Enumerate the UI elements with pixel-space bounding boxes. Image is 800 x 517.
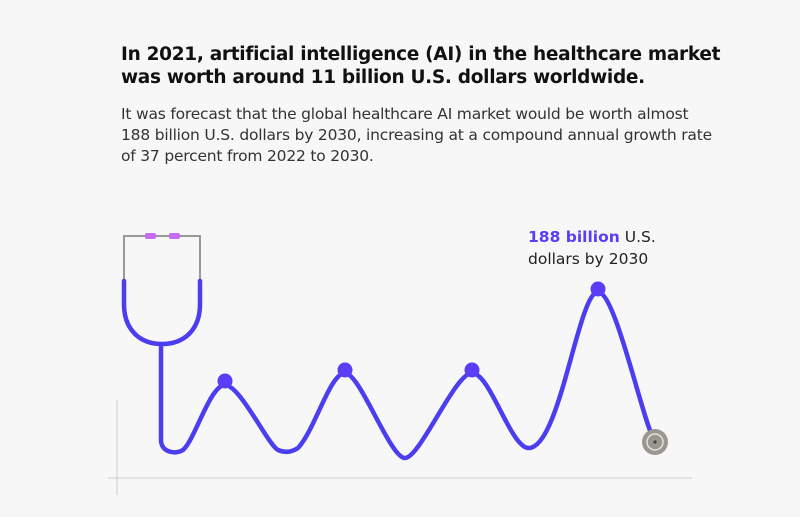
earpiece-tubes [123,235,201,282]
peak-annotation: 188 billion U.S. dollars by 2030 [528,226,656,270]
chest-piece-icon [642,429,668,455]
earpiece-right [169,233,180,239]
marker-1 [217,373,233,389]
annotation-line2: dollars by 2030 [528,250,649,268]
marker-3 [464,362,480,378]
annotation-text: U.S. [619,228,656,246]
marker-peak [590,281,606,297]
earpiece-left [145,233,156,239]
marker-2 [337,362,353,378]
description: It was forecast that the global healthca… [121,105,712,165]
headline: In 2021, artificial intelligence (AI) in… [121,44,721,88]
stethoscope-tube [121,278,656,461]
annotation-highlight: 188 billion [528,228,620,246]
